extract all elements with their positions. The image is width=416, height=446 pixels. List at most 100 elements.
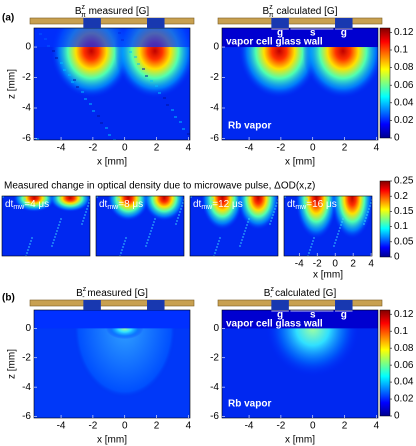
noise [241, 239, 243, 241]
noise [100, 122, 103, 124]
noise [335, 239, 337, 241]
x-tick-label: -4 [245, 421, 254, 432]
x-tick-label: -4 [57, 143, 66, 154]
od-lobe [143, 196, 184, 221]
z-tick-label: -4 [210, 382, 219, 393]
noise [84, 98, 87, 100]
noise [28, 246, 30, 248]
noise [183, 199, 184, 201]
noise [146, 242, 148, 244]
electrode-gap [147, 300, 165, 310]
noise [119, 255, 121, 256]
z-tick-label: -2 [210, 352, 219, 363]
noise [178, 214, 180, 216]
x-tick-label: -2 [313, 259, 322, 270]
map-title: dtmw=12 μs [193, 199, 243, 211]
noise [307, 255, 309, 256]
noise [97, 115, 100, 117]
noise [121, 249, 123, 251]
noise [124, 240, 126, 242]
noise [337, 233, 339, 235]
panel-label: (a) [2, 13, 14, 24]
field-lobe [73, 310, 177, 399]
noise [277, 199, 278, 201]
noise [108, 134, 111, 136]
noise [22, 204, 24, 206]
noise [59, 221, 61, 223]
z-tick-label: 0 [213, 42, 219, 53]
noise [76, 86, 79, 88]
noise [82, 220, 84, 222]
noise [275, 205, 277, 207]
noise [180, 208, 182, 210]
wall-label: vapor cell glass wall [226, 319, 323, 330]
noise [336, 236, 338, 238]
noise [154, 218, 156, 220]
map-frame [189, 195, 279, 257]
x-tick-label: -4 [295, 259, 304, 270]
z-tick-label: -2 [22, 352, 31, 363]
noise [26, 252, 28, 254]
noise [311, 243, 313, 245]
map-title: Bz π calculated [G] [263, 4, 338, 19]
noise [60, 218, 62, 220]
noise [89, 103, 92, 105]
noise [27, 249, 29, 251]
gap-label: s [310, 310, 316, 321]
title-sup: z [83, 286, 87, 293]
colorbar-tick-label: 0.04 [394, 377, 414, 388]
title-base: dt [287, 199, 296, 210]
noise [244, 230, 246, 232]
colorbar [379, 309, 391, 417]
noise [30, 240, 32, 242]
noise [152, 224, 154, 226]
noise [364, 220, 366, 222]
noise [371, 199, 372, 201]
noise [338, 230, 340, 232]
noise [369, 205, 371, 207]
noise [145, 75, 148, 77]
colorbar [379, 180, 391, 258]
noise [137, 63, 140, 65]
gap-label: g [277, 310, 283, 321]
noise [57, 227, 59, 229]
noise [276, 202, 278, 204]
x-tick-label: 0 [332, 259, 338, 270]
noise [129, 51, 132, 53]
colorbar-tick-label: 0.06 [394, 360, 414, 371]
colorbar-tick-label: 0.12 [394, 309, 414, 320]
colorbar-tick-label: 0.25 [394, 176, 414, 187]
noise [153, 221, 155, 223]
noise [150, 80, 153, 82]
heatmap [96, 196, 184, 256]
noise [341, 221, 343, 223]
colorbar-tick-label: 0 [394, 133, 400, 144]
map-title: Bz - calculated [G] [264, 286, 337, 301]
title-sub: mw [295, 204, 307, 211]
title-rest: measured [G] [85, 288, 149, 299]
title-sub: - [270, 294, 273, 301]
title-base: B [76, 288, 83, 299]
wall-region [222, 28, 378, 48]
noise [271, 217, 273, 219]
noise [81, 223, 83, 225]
heatmap [34, 28, 190, 140]
noise [158, 92, 161, 94]
z-tick-label: -6 [22, 411, 31, 422]
noise [105, 127, 108, 129]
z-axis-label: z [mm] [7, 69, 18, 99]
noise [342, 218, 344, 220]
noise [182, 202, 184, 204]
colorbar-tick-label: 0.02 [394, 394, 414, 405]
colorbar-tick-label: 0.08 [394, 343, 414, 354]
electrode-gap [83, 18, 101, 28]
x-tick-label: -2 [276, 421, 285, 432]
noise [149, 233, 151, 235]
noise [2, 196, 4, 198]
od-lobe [49, 196, 90, 212]
title-rest: calculated [G] [274, 6, 338, 17]
noise [117, 201, 119, 203]
noise [219, 237, 221, 239]
noise [155, 85, 158, 87]
